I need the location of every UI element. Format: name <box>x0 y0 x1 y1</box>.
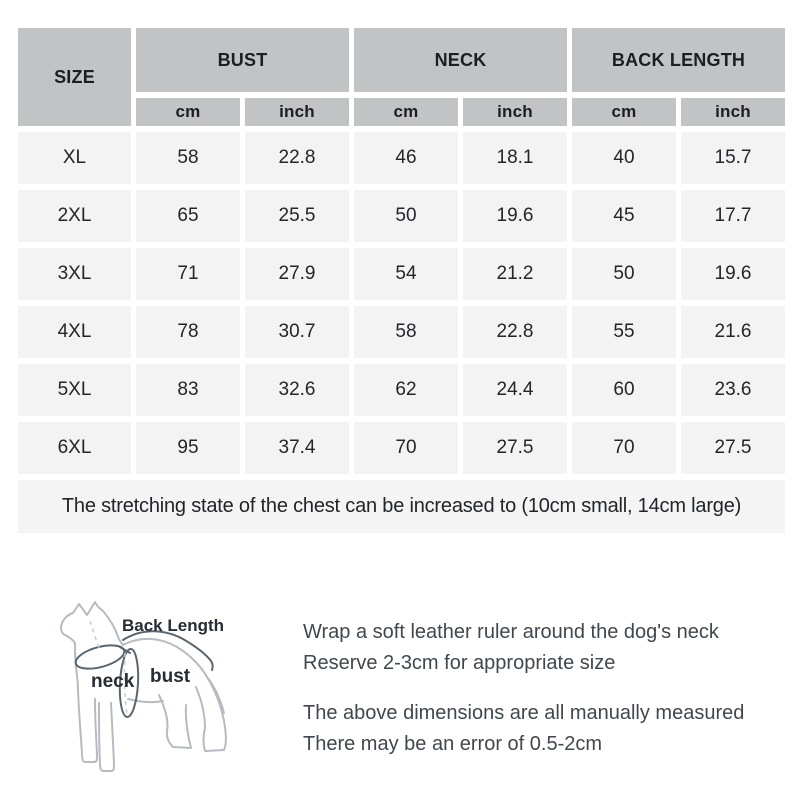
table-cell: 30.7 <box>245 306 349 358</box>
unit-bust-cm: cm <box>136 98 240 126</box>
table-cell: 70 <box>572 422 676 474</box>
table-cell: 27.9 <box>245 248 349 300</box>
instruction-line-3: The above dimensions are all manually me… <box>303 702 745 724</box>
table-cell: 62 <box>354 364 458 416</box>
table-cell: 95 <box>136 422 240 474</box>
table-cell: 32.6 <box>245 364 349 416</box>
table-cell: 55 <box>572 306 676 358</box>
table-cell: 24.4 <box>463 364 567 416</box>
measurement-lines <box>74 630 214 718</box>
back-length-line <box>122 630 214 671</box>
measurement-disclaimer: The above dimensions are all manually me… <box>303 698 783 760</box>
size-table: SIZE BUST NECK BACK LENGTH cm inch cm in… <box>18 28 785 533</box>
table-cell: 15.7 <box>681 132 785 184</box>
table-cell: 58 <box>136 132 240 184</box>
measuring-instructions: Wrap a soft leather ruler around the dog… <box>303 617 783 679</box>
table-cell: 23.6 <box>681 364 785 416</box>
unit-back-inch: inch <box>681 98 785 126</box>
unit-back-cm: cm <box>572 98 676 126</box>
row-size-label: 5XL <box>18 364 131 416</box>
table-cell: 70 <box>354 422 458 474</box>
instruction-line-2: Reserve 2-3cm for appropriate size <box>303 652 616 674</box>
unit-bust-inch: inch <box>245 98 349 126</box>
table-cell: 19.6 <box>463 190 567 242</box>
neck-girth-line <box>74 644 126 670</box>
header-neck: NECK <box>354 28 567 92</box>
table-cell: 37.4 <box>245 422 349 474</box>
dog-measurement-diagram <box>60 601 227 772</box>
table-cell: 22.8 <box>463 306 567 358</box>
instruction-line-1: Wrap a soft leather ruler around the dog… <box>303 621 719 643</box>
unit-neck-inch: inch <box>463 98 567 126</box>
row-size-label: 4XL <box>18 306 131 358</box>
table-cell: 50 <box>354 190 458 242</box>
table-cell: 17.7 <box>681 190 785 242</box>
instruction-line-4: There may be an error of 0.5-2cm <box>303 733 603 755</box>
table-note: The stretching state of the chest can be… <box>18 480 785 533</box>
table-cell: 21.2 <box>463 248 567 300</box>
row-size-label: 6XL <box>18 422 131 474</box>
table-cell: 83 <box>136 364 240 416</box>
header-back-length: BACK LENGTH <box>572 28 785 92</box>
row-size-label: 3XL <box>18 248 131 300</box>
table-cell: 60 <box>572 364 676 416</box>
table-cell: 22.8 <box>245 132 349 184</box>
table-cell: 19.6 <box>681 248 785 300</box>
table-cell: 50 <box>572 248 676 300</box>
table-cell: 71 <box>136 248 240 300</box>
table-cell: 54 <box>354 248 458 300</box>
bust-girth-line <box>118 648 140 718</box>
unit-neck-cm: cm <box>354 98 458 126</box>
table-cell: 21.6 <box>681 306 785 358</box>
table-cell: 27.5 <box>463 422 567 474</box>
bust-label: bust <box>150 666 191 687</box>
header-size: SIZE <box>18 28 131 126</box>
hidden-strap-dashes <box>89 620 128 715</box>
table-cell: 45 <box>572 190 676 242</box>
back-length-label: Back Length <box>122 616 225 635</box>
harness-junction-line <box>119 646 131 654</box>
row-size-label: XL <box>18 132 131 184</box>
table-cell: 18.1 <box>463 132 567 184</box>
row-size-label: 2XL <box>18 190 131 242</box>
neck-label: neck <box>91 671 135 692</box>
table-cell: 40 <box>572 132 676 184</box>
dog-outline <box>60 601 227 772</box>
table-cell: 25.5 <box>245 190 349 242</box>
header-bust: BUST <box>136 28 349 92</box>
table-cell: 78 <box>136 306 240 358</box>
table-cell: 27.5 <box>681 422 785 474</box>
table-cell: 58 <box>354 306 458 358</box>
table-cell: 65 <box>136 190 240 242</box>
table-cell: 46 <box>354 132 458 184</box>
